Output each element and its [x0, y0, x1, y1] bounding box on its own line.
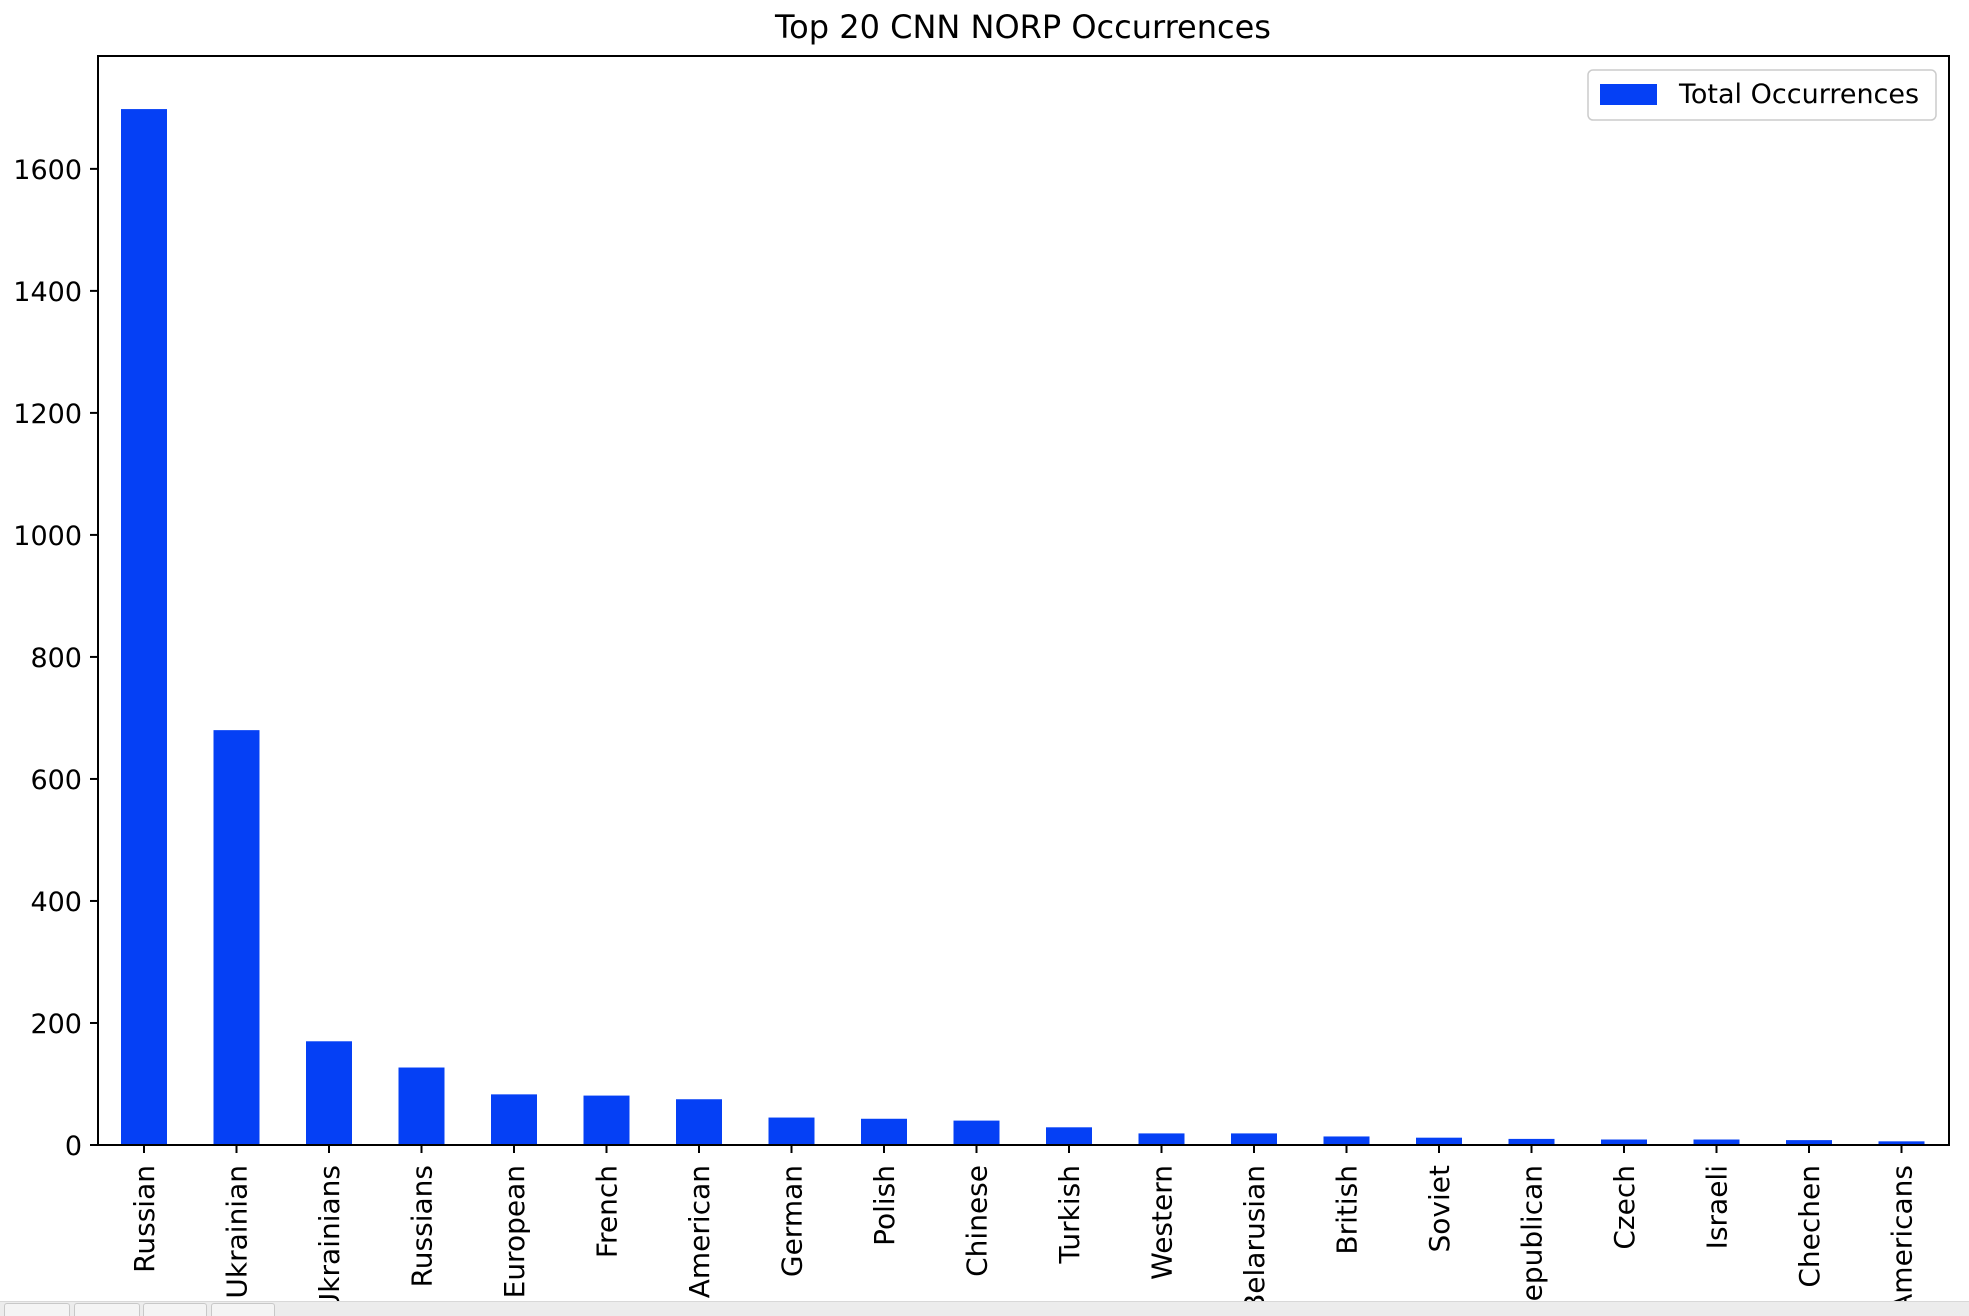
bottom-tab-1[interactable] [4, 1303, 70, 1316]
x-tick-label: American [683, 1165, 716, 1298]
bar-russian [121, 109, 167, 1146]
y-tick-label: 1200 [13, 399, 82, 430]
bottom-tab-3[interactable] [143, 1303, 207, 1316]
x-tick-label: Chechen [1793, 1165, 1826, 1288]
x-tick-label: Czech [1608, 1165, 1641, 1250]
bar-turkish [1046, 1127, 1092, 1145]
x-axis: Russian Ukrainian Ukrainians Russians Europe… [128, 1145, 1919, 1301]
x-tick-label: Ukrainians [313, 1165, 346, 1301]
bar-czech [1601, 1139, 1647, 1145]
plot-frame [97, 55, 1950, 1146]
x-tick-label: British [1331, 1165, 1364, 1255]
bar-belarusian [1231, 1133, 1277, 1145]
x-tick-label: Soviet [1423, 1165, 1456, 1252]
x-tick-label: Belarusian [1238, 1165, 1271, 1301]
bottom-tab-4[interactable] [211, 1303, 275, 1316]
bar-polish [861, 1118, 907, 1145]
x-tick-label: European [498, 1165, 531, 1298]
bars-group [121, 109, 1925, 1146]
legend-label: Total Occurrences [1678, 79, 1919, 110]
x-tick-label: Western [1146, 1165, 1179, 1280]
bar-western [1138, 1133, 1185, 1145]
bar-ukrainians [306, 1041, 352, 1145]
bar-americans [1878, 1141, 1925, 1145]
y-tick-label: 200 [30, 1009, 82, 1040]
x-tick-label: Republican [1516, 1165, 1549, 1301]
x-tick-label: Ukrainian [221, 1165, 254, 1299]
y-axis: 0 200 400 600 800 1000 1200 1400 1600 [13, 155, 98, 1162]
chart-title: Top 20 CNN NORP Occurrences [774, 8, 1271, 46]
bar-ukrainian [213, 730, 260, 1145]
bar-russians [398, 1067, 445, 1145]
window-bottom-strip [0, 1301, 1969, 1316]
bar-french [583, 1095, 630, 1145]
legend: Total Occurrences [1587, 69, 1937, 121]
bar-american [676, 1099, 722, 1145]
x-tick-label: Russian [128, 1165, 161, 1273]
x-tick-label: French [591, 1165, 624, 1258]
y-tick-label: 800 [30, 643, 82, 674]
x-tick-label: Turkish [1053, 1165, 1086, 1264]
bar-german [768, 1117, 815, 1145]
legend-box [1587, 69, 1937, 121]
y-tick-label: 1600 [13, 155, 82, 186]
legend-swatch [1600, 84, 1657, 105]
y-tick-label: 1000 [13, 521, 82, 552]
bar-british [1323, 1136, 1370, 1145]
bottom-tab-2[interactable] [74, 1303, 140, 1316]
bar-european [491, 1094, 537, 1145]
bar-israeli [1693, 1139, 1740, 1145]
y-tick-label: 600 [30, 765, 82, 796]
y-tick-label: 1400 [13, 277, 82, 308]
x-tick-label: Israeli [1701, 1165, 1734, 1249]
y-tick-label: 0 [65, 1131, 82, 1162]
bar-chinese [953, 1120, 1000, 1145]
bar-chechen [1786, 1140, 1832, 1145]
y-tick-label: 400 [30, 887, 82, 918]
bar-republican [1508, 1138, 1555, 1145]
x-tick-label: German [776, 1165, 809, 1277]
x-tick-label: Russians [406, 1165, 439, 1287]
x-tick-label: Americans [1886, 1165, 1919, 1301]
x-tick-label: Polish [868, 1165, 901, 1246]
bar-soviet [1416, 1137, 1462, 1145]
x-tick-label: Chinese [961, 1165, 994, 1277]
